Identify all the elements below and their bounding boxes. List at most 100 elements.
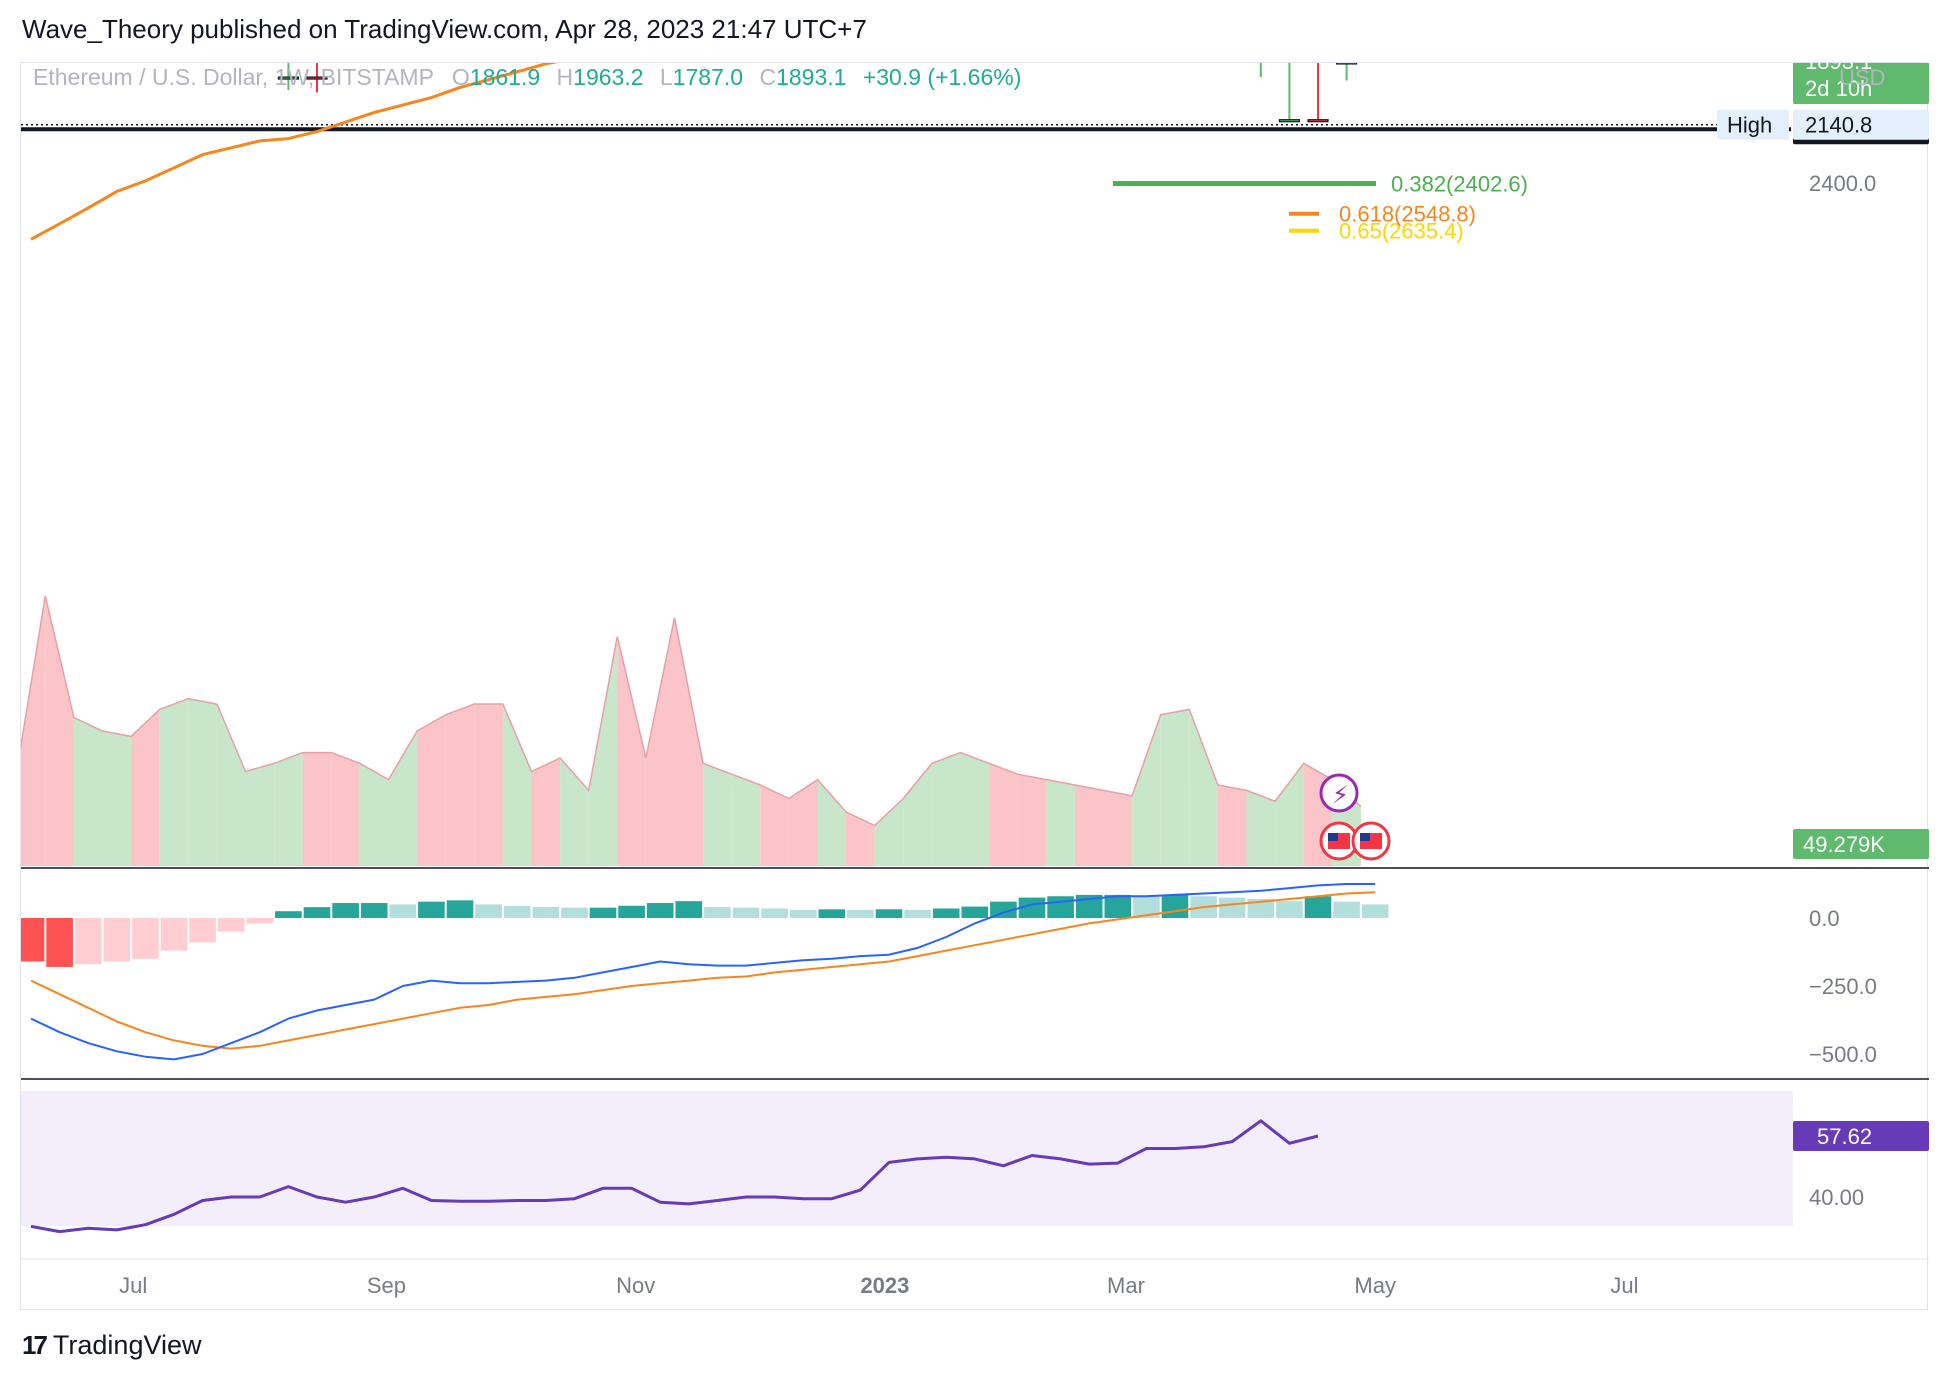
- rsi-tick-label: 40.00: [1809, 1185, 1864, 1210]
- volume-segment: [960, 752, 990, 866]
- macd-histogram-bar: [732, 907, 760, 918]
- price-labels: 2160.02140.8High1893.12d 10h1756.21579.8…: [1717, 63, 1929, 1151]
- fib-level-label: 0.65(2635.4): [1339, 219, 1464, 244]
- macd-histogram-bar: [675, 901, 703, 918]
- lightning-icon: ⚡: [1319, 773, 1359, 813]
- time-tick-label: Jul: [119, 1273, 147, 1298]
- tradingview-footer[interactable]: 17 TradingView: [22, 1330, 202, 1361]
- high-value: 1963.2: [573, 64, 643, 90]
- macd-histogram-bar: [704, 907, 731, 918]
- chart-canvas[interactable]: 0.65(2635.4)0.618(2548.8) 0.382(2402.6) 0.…: [21, 63, 1929, 1311]
- macd-histogram-bar: [1333, 901, 1360, 918]
- macd-histogram-bar: [217, 918, 245, 932]
- macd-histogram-bar: [1018, 897, 1046, 918]
- flag-canton: [1328, 833, 1338, 841]
- macd-histogram-bar: [904, 909, 931, 918]
- volume-segment: [531, 758, 561, 866]
- volume-segment: [1160, 709, 1190, 866]
- time-tick-label: Mar: [1107, 1273, 1145, 1298]
- macd-histogram-bar: [761, 908, 788, 918]
- time-axis[interactable]: Jul Sep Nov 2023 Mar May Jul: [119, 1273, 1638, 1298]
- tradingview-logo-icon: 17: [22, 1330, 48, 1360]
- open-value: 1861.9: [470, 64, 540, 90]
- price-pane[interactable]: 0.65(2635.4)0.618(2548.8)0.382(2402.6)0.…: [21, 63, 1791, 861]
- volume-segment: [73, 717, 103, 866]
- macd-histogram-bar: [275, 911, 302, 918]
- flag-canton: [1360, 833, 1370, 841]
- volume-segment: [331, 752, 360, 866]
- candle-body: [1278, 119, 1301, 123]
- macd-histogram-bar: [1247, 898, 1275, 918]
- volume-segment: [903, 763, 932, 866]
- volume-segment: [846, 812, 875, 866]
- extreme-tag-label: High: [1727, 113, 1772, 138]
- volume-segment: [560, 758, 589, 866]
- currency-label[interactable]: USD: [1839, 65, 1885, 90]
- macd-histogram-bar: [74, 918, 102, 965]
- rsi-label-box: [1793, 1121, 1929, 1151]
- macd-histogram-bar: [961, 906, 989, 918]
- volume-segment: [1246, 790, 1276, 866]
- macd-histogram-bar: [503, 905, 531, 918]
- macd-histogram-bar: [103, 918, 131, 962]
- volume-segment: [274, 752, 303, 866]
- volume-segment: [703, 763, 732, 866]
- macd-histogram-bar: [932, 908, 960, 918]
- volume-segment: [788, 779, 818, 866]
- publish-caption: Wave_Theory published on TradingView.com…: [22, 14, 867, 44]
- volume-segment: [131, 709, 160, 866]
- price-axis[interactable]: 2400.02000.01400.01200.01080.0960.0880.0…: [1809, 63, 1877, 1210]
- macd-histogram-bar: [303, 907, 331, 918]
- macd-histogram-bar: [418, 901, 445, 918]
- volume-area: [21, 595, 1362, 866]
- symbol-title: Ethereum / U.S. Dollar, 1W, BITSTAMP: [33, 64, 434, 90]
- volume-segment: [21, 596, 46, 866]
- macd-histogram-bar: [1075, 894, 1103, 918]
- macd-histogram-bar: [818, 909, 846, 918]
- volume-segment: [874, 798, 904, 866]
- macd-histogram-bar: [446, 900, 474, 918]
- macd-histogram-bar: [1304, 896, 1332, 918]
- volume-segment: [1189, 709, 1218, 866]
- macd-histogram-bar: [46, 918, 73, 967]
- volume-segment: [1132, 714, 1161, 866]
- candle-body: [306, 76, 328, 80]
- macd-histogram-bar: [1361, 904, 1389, 918]
- close-value: 1893.1: [776, 64, 846, 90]
- macd-tick-label: −500.0: [1809, 1042, 1877, 1067]
- volume-segment: [1275, 763, 1304, 866]
- macd-histogram-bar: [21, 918, 45, 962]
- rsi-pane[interactable]: [30, 1119, 1319, 1234]
- volume-segment: [45, 596, 74, 866]
- candle-body: [277, 76, 299, 80]
- macd-histogram-bar: [189, 918, 216, 943]
- volume-label-box: [1793, 829, 1929, 859]
- volume-segment: [159, 698, 189, 866]
- macd-histogram-bar: [589, 907, 617, 918]
- macd-histogram-bar: [1218, 897, 1246, 918]
- volume-segment: [188, 698, 217, 866]
- chart-frame[interactable]: 0.65(2635.4)0.618(2548.8) 0.382(2402.6) 0.…: [20, 62, 1929, 1311]
- macd-histogram-bar: [789, 909, 817, 918]
- volume-segment: [302, 752, 332, 866]
- macd-line: [30, 883, 1376, 1061]
- volume-segment: [359, 763, 389, 866]
- volume-segment: [989, 763, 1018, 866]
- volume-label-text: 49.279K: [1803, 832, 1885, 857]
- macd-histogram-bar: [1161, 894, 1189, 918]
- time-tick-label: Jul: [1610, 1273, 1638, 1298]
- price-label-box: [1793, 63, 1929, 104]
- macd-histogram-bar: [1047, 896, 1074, 918]
- macd-pane[interactable]: [21, 883, 1389, 1061]
- macd-tick-label: −250.0: [1809, 974, 1877, 999]
- fib-level-label: 0.618(2548.8): [1339, 202, 1476, 227]
- volume-segment: [502, 704, 532, 866]
- macd-tick-label: 0.0: [1809, 906, 1840, 931]
- macd-histogram-bar: [646, 903, 674, 918]
- time-tick-label: 2023: [860, 1273, 909, 1298]
- macd-histogram-bar: [132, 918, 159, 959]
- macd-histogram-bar: [332, 903, 359, 918]
- volume-segment: [731, 774, 761, 866]
- rsi-line: [30, 1119, 1319, 1234]
- symbol-legend: Ethereum / U.S. Dollar, 1W, BITSTAMP O18…: [33, 64, 1021, 90]
